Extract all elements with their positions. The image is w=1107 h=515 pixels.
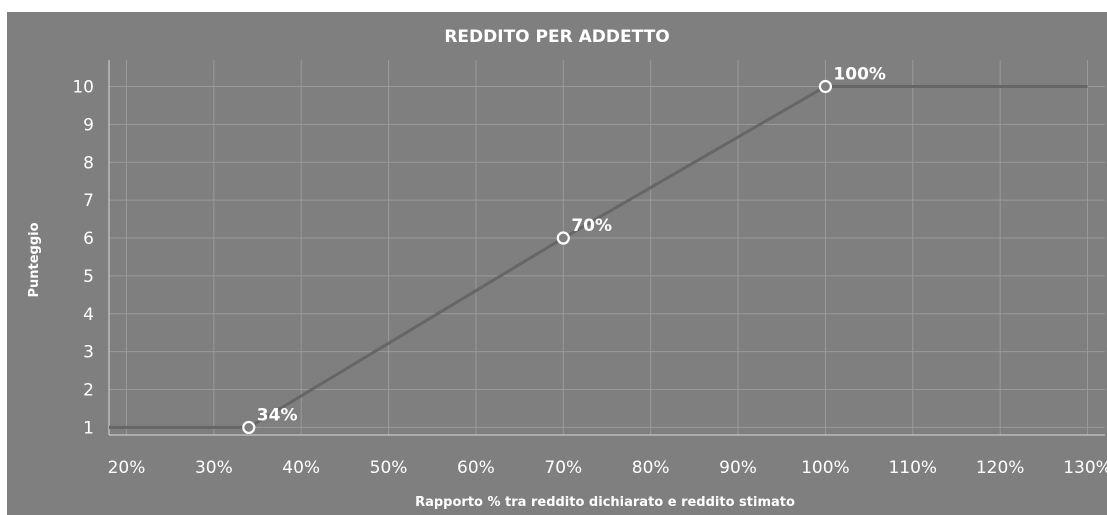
y-tick-label: 4	[83, 305, 94, 325]
x-axis-title: Rapporto % tra reddito dichiarato e redd…	[415, 495, 795, 510]
y-tick-label: 7	[83, 191, 94, 211]
series-layer	[109, 85, 1088, 429]
y-axis-title: Punteggio	[27, 222, 42, 297]
y-tick-label: 5	[83, 267, 94, 287]
x-tick-label: 90%	[719, 458, 757, 478]
chart-svg: REDDITO PER ADDETTO 20% 30% 40% 50% 60% 70% 80…	[27, 27, 1107, 510]
series-line	[109, 85, 1088, 429]
data-point-label: 100%	[833, 65, 886, 85]
x-tick-label: 40%	[282, 458, 320, 478]
y-tick-label: 8	[83, 153, 94, 173]
chart-title: REDDITO PER ADDETTO	[444, 27, 669, 47]
y-tick-label: 1	[83, 418, 94, 438]
y-tick-label: 3	[83, 343, 94, 363]
x-tick-label: 60%	[457, 458, 495, 478]
x-tick-label: 130%	[1063, 458, 1107, 478]
x-tick-label: 20%	[108, 458, 146, 478]
data-point-marker	[242, 420, 256, 435]
y-tick-label: 9	[83, 115, 94, 135]
x-tick-label: 30%	[195, 458, 233, 478]
x-tick-label: 120%	[976, 458, 1025, 478]
chart-card: REDDITO PER ADDETTO 20% 30% 40% 50% 60% 70% 80…	[7, 12, 1107, 515]
x-tick-label: 70%	[544, 458, 582, 478]
y-tick-label: 10	[72, 78, 94, 98]
data-point-label: 34%	[257, 405, 298, 425]
label-layer: 34% 70% 100%	[257, 65, 886, 426]
data-point-marker	[818, 79, 833, 94]
axis-layer: 20% 30% 40% 50% 60% 70% 80% 90% 100% 110% 120% 130%…	[72, 60, 1107, 478]
data-point-label: 70%	[571, 216, 612, 236]
x-tick-label: 50%	[370, 458, 408, 478]
data-point-marker	[556, 231, 570, 245]
x-tick-label: 100%	[801, 458, 850, 478]
x-tick-label: 110%	[888, 458, 937, 478]
y-tick-label: 6	[83, 229, 94, 249]
marker-layer	[242, 79, 833, 435]
grid-layer	[109, 60, 1105, 435]
y-tick-label: 2	[83, 381, 94, 401]
x-tick-label: 80%	[632, 458, 670, 478]
